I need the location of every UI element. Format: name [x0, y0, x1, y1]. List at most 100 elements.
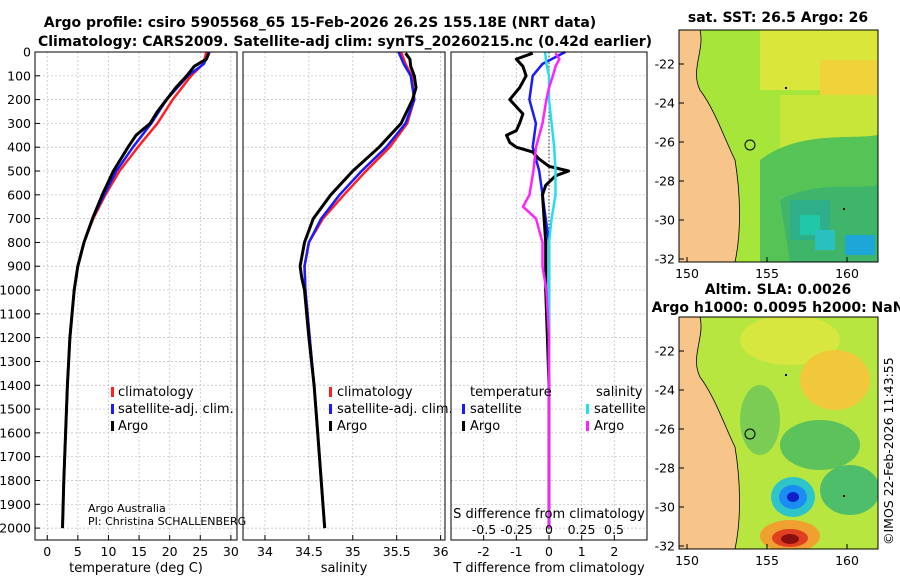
legend-swatch-t-satellite — [462, 404, 465, 414]
series-line-s-argo — [521, 52, 561, 529]
legend-label-climatology: climatology — [118, 385, 194, 400]
x-tick-label: 34.5 — [295, 544, 323, 559]
sla-map: Altim. SLA: 0.0026 Argo h1000: 0.0095 h2… — [652, 282, 900, 568]
legend-label-t-argo: Argo — [470, 419, 500, 434]
map-y-tick-label: -22 — [655, 344, 675, 359]
legend-label-climatology-sal: climatology — [337, 385, 413, 400]
x-tick-label: 0 — [545, 544, 553, 559]
y-tick-label: 800 — [7, 235, 31, 250]
temperature-panel: 0 5 10 15 20 25 30 0 100 200 300 400 500 600 700 800 90… — [0, 45, 246, 577]
x-tick-label: -1 — [510, 544, 522, 559]
y-tick-label: 500 — [7, 164, 31, 179]
difference-legend: temperature salinity satellite Argo sate… — [462, 385, 646, 434]
x-tick-label: 25 — [192, 544, 208, 559]
y-tick-label: 1500 — [0, 402, 31, 417]
x-tick-label: 1 — [578, 544, 586, 559]
s-tick-label: 0 — [545, 522, 553, 537]
map-y-tick-label: -32 — [655, 252, 675, 267]
sla-map-frame — [678, 316, 879, 550]
map-y-tick-label: -22 — [655, 57, 675, 72]
salinity-xlabel: salinity — [321, 561, 368, 576]
y-tick-label: 1000 — [0, 283, 31, 298]
y-tick-label: 1600 — [0, 425, 31, 440]
map-x-tick-label: 160 — [835, 553, 859, 568]
legend-swatch-climatology-sal — [329, 387, 332, 397]
s-tick-label: 0.25 — [568, 522, 596, 537]
temperature-xlabel: temperature (deg C) — [69, 561, 203, 576]
sst-argo-marker — [744, 139, 756, 151]
s-tick-label: -0.5 — [472, 522, 496, 537]
sst-map-title: sat. SST: 26.5 Argo: 26 — [688, 10, 868, 26]
legend-label-t-satellite: satellite — [470, 402, 522, 417]
legend-swatch-s-argo — [586, 421, 589, 431]
salinity-frame — [242, 51, 446, 541]
map-y-tick-label: -32 — [655, 539, 675, 554]
x-tick-label: 0 — [43, 544, 51, 559]
map-y-tick-label: -30 — [655, 213, 675, 228]
y-tick-label: 1400 — [0, 378, 31, 393]
y-tick-label: 0 — [23, 45, 31, 60]
sla-map-title-line1: Altim. SLA: 0.0026 — [705, 282, 852, 298]
legend-label-argo-sal: Argo — [337, 419, 367, 434]
y-tick-label: 1300 — [0, 354, 31, 369]
y-tick-label: 900 — [7, 259, 31, 274]
figure-title-line2: Climatology: CARS2009. Satellite-adj cli… — [38, 34, 652, 50]
y-tick-label: 400 — [7, 140, 31, 155]
legend-swatch-argo — [111, 421, 114, 431]
x-tick-label: 30 — [223, 544, 239, 559]
imos-timestamp: ©IMOS 22-Feb-2026 11:43:55 — [881, 357, 896, 545]
temperature-frame — [34, 51, 238, 541]
x-tick-label: 35 — [345, 544, 361, 559]
map-y-tick-label: -30 — [655, 500, 675, 515]
difference-panel: -2 -1 0 1 2 -0.5 -0.25 0 0.25 0.5 S difference f… — [450, 50, 648, 576]
legend-label-s-satellite: satellite — [594, 402, 646, 417]
y-tick-label: 1700 — [0, 449, 31, 464]
y-tick-label: 600 — [7, 187, 31, 202]
legend-swatch-climatology — [111, 387, 114, 397]
series-line-argo — [298, 52, 418, 529]
sst-map-frame — [678, 29, 879, 263]
y-tick-label: 1100 — [0, 306, 31, 321]
x-tick-label: 34 — [257, 544, 273, 559]
sla-argo-marker — [744, 428, 756, 440]
legend-swatch-satellite — [111, 404, 114, 414]
annotation-pi: PI: Christina SCHALLENBERG — [88, 515, 246, 528]
legend-label-satellite: satellite-adj. clim. — [118, 402, 234, 417]
legend-swatch-s-satellite — [586, 404, 589, 414]
y-tick-label: 300 — [7, 116, 31, 131]
sla-field — [679, 317, 878, 549]
x-tick-label: 10 — [101, 544, 117, 559]
salinity-panel: 34 34.5 35 35.5 36 salinity climatology sate… — [242, 51, 453, 576]
s-tick-label: 0.5 — [604, 522, 624, 537]
s-tick-label: -0.25 — [500, 522, 532, 537]
map-y-tick-label: -26 — [655, 135, 675, 150]
legend-label-argo: Argo — [118, 419, 148, 434]
annotation-institution: Argo Australia — [88, 502, 166, 515]
x-tick-label: 20 — [162, 544, 178, 559]
legend-swatch-t-argo — [462, 421, 465, 431]
legend-swatch-argo-sal — [329, 421, 332, 431]
x-tick-label: 15 — [131, 544, 147, 559]
legend-title-temperature: temperature — [470, 385, 552, 400]
sst-field — [679, 30, 878, 262]
t-difference-label: T difference from climatology — [452, 561, 645, 576]
map-x-tick-label: 155 — [755, 266, 779, 281]
map-y-tick-label: -26 — [655, 422, 675, 437]
x-tick-label: 2 — [610, 544, 618, 559]
y-tick-label: 200 — [7, 92, 31, 107]
y-tick-label: 1800 — [0, 473, 31, 488]
sla-map-title-line2: Argo h1000: 0.0095 h2000: NaN — [652, 300, 900, 316]
map-x-tick-label: 150 — [675, 553, 699, 568]
map-x-tick-label: 150 — [675, 266, 699, 281]
x-tick-label: -2 — [477, 544, 489, 559]
x-tick-label: 5 — [74, 544, 82, 559]
y-tick-label: 700 — [7, 211, 31, 226]
map-x-tick-label: 155 — [755, 553, 779, 568]
map-y-tick-label: -24 — [655, 96, 675, 111]
legend-swatch-satellite-sal — [329, 404, 332, 414]
map-x-tick-label: 160 — [835, 266, 859, 281]
map-y-tick-label: -24 — [655, 383, 675, 398]
salinity-legend: climatology satellite-adj. clim. Argo — [329, 385, 453, 434]
x-tick-label: 36 — [433, 544, 449, 559]
